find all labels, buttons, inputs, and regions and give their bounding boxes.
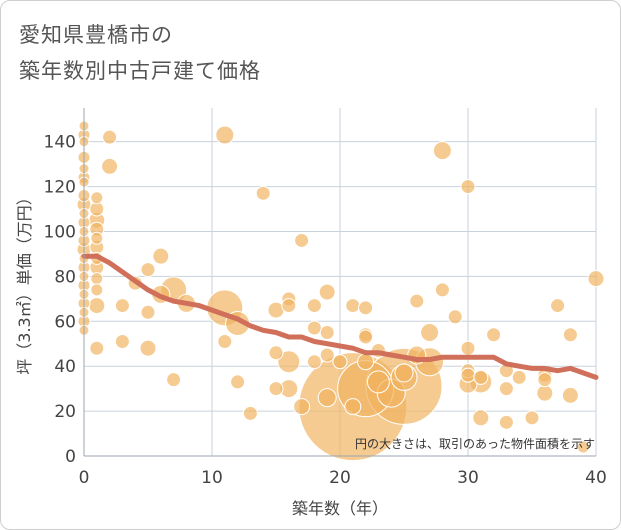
data-point bbox=[345, 298, 361, 314]
data-point bbox=[434, 282, 450, 298]
data-point bbox=[90, 191, 104, 205]
data-point bbox=[332, 354, 348, 370]
data-point bbox=[114, 298, 130, 314]
data-point bbox=[215, 125, 235, 145]
data-point bbox=[357, 353, 375, 371]
data-point bbox=[394, 363, 414, 383]
data-point bbox=[89, 340, 105, 356]
data-point bbox=[102, 129, 118, 145]
x-tick-label: 40 bbox=[585, 468, 607, 488]
data-point bbox=[460, 340, 476, 356]
data-point bbox=[319, 347, 335, 363]
data-point bbox=[550, 298, 566, 314]
data-point bbox=[90, 272, 104, 286]
y-tick-label: 20 bbox=[54, 402, 76, 422]
data-point bbox=[293, 398, 311, 416]
y-tick-label: 0 bbox=[65, 447, 76, 467]
data-point bbox=[460, 179, 476, 195]
axes: 0 10 20 30 40 0 20 40 60 80 100 120 140 bbox=[44, 108, 607, 488]
data-point bbox=[587, 270, 605, 288]
chart-title: 愛知県豊橋市の 築年数別中古戸建て価格 bbox=[19, 17, 261, 89]
data-point bbox=[166, 372, 182, 388]
data-point bbox=[90, 231, 104, 245]
data-point bbox=[498, 414, 514, 430]
data-point bbox=[358, 329, 374, 345]
x-axis-label: 築年数（年） bbox=[292, 499, 388, 518]
data-point bbox=[358, 300, 374, 316]
data-point bbox=[152, 247, 170, 265]
data-point bbox=[524, 410, 540, 426]
data-point bbox=[139, 339, 157, 357]
data-point bbox=[90, 283, 104, 297]
data-point bbox=[536, 384, 554, 402]
data-point bbox=[230, 374, 246, 390]
x-tick-label: 30 bbox=[457, 468, 479, 488]
data-point bbox=[140, 304, 156, 320]
y-tick-label: 120 bbox=[44, 178, 76, 198]
data-point bbox=[306, 320, 322, 336]
data-point bbox=[447, 309, 463, 325]
x-tick-label: 10 bbox=[201, 468, 223, 488]
chart-title-line-1: 愛知県豊橋市の bbox=[19, 23, 173, 47]
data-point bbox=[318, 283, 336, 301]
data-point bbox=[420, 323, 440, 343]
chart-title-line-2: 築年数別中古戸建て価格 bbox=[19, 59, 261, 83]
data-point bbox=[344, 398, 362, 416]
y-tick-label: 40 bbox=[54, 357, 76, 377]
data-point bbox=[319, 325, 335, 341]
data-point bbox=[460, 367, 476, 383]
data-point bbox=[472, 409, 490, 427]
data-point bbox=[576, 440, 590, 454]
data-point bbox=[88, 297, 106, 315]
data-point bbox=[473, 369, 489, 385]
x-tick-label: 20 bbox=[329, 468, 351, 488]
data-point bbox=[432, 141, 452, 161]
data-point bbox=[306, 354, 322, 370]
x-tick-label: 0 bbox=[79, 468, 90, 488]
data-point bbox=[277, 350, 301, 374]
data-point bbox=[409, 293, 425, 309]
data-point bbox=[101, 157, 119, 175]
data-point bbox=[268, 345, 284, 361]
data-point bbox=[255, 185, 271, 201]
data-point bbox=[561, 386, 579, 404]
data-point bbox=[294, 232, 310, 248]
data-point bbox=[498, 381, 514, 397]
data-point bbox=[562, 327, 578, 343]
data-point bbox=[114, 333, 130, 349]
data-point bbox=[242, 405, 258, 421]
y-tick-label: 140 bbox=[44, 133, 76, 153]
data-point bbox=[140, 262, 156, 278]
bubble-size-note: 円の大きさは、取引のあった物件面積を示す bbox=[355, 436, 595, 451]
data-point bbox=[217, 333, 233, 349]
data-point bbox=[317, 388, 337, 408]
data-point bbox=[486, 327, 502, 343]
data-point bbox=[281, 298, 297, 314]
trend-line bbox=[81, 253, 599, 380]
data-point bbox=[268, 381, 284, 397]
data-point bbox=[306, 298, 322, 314]
y-axis-label: 坪（3.3㎡）単価（万円） bbox=[15, 189, 34, 374]
y-tick-label: 60 bbox=[54, 312, 76, 332]
data-point bbox=[366, 370, 390, 394]
data-point bbox=[537, 372, 553, 388]
y-tick-label: 100 bbox=[44, 222, 76, 242]
bubble-series bbox=[76, 120, 605, 462]
data-point bbox=[511, 369, 527, 385]
y-tick-label: 80 bbox=[54, 267, 76, 287]
